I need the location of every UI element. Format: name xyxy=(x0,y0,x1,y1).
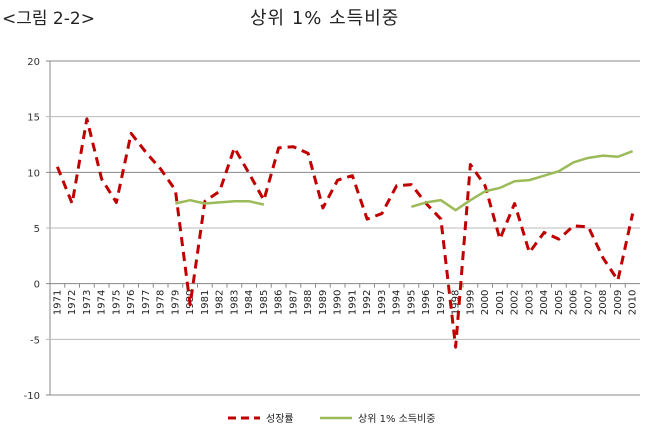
legend-label: 성장률 xyxy=(266,413,294,425)
y-tick-label: 10 xyxy=(27,168,40,179)
y-tick-label: 0 xyxy=(34,280,40,291)
x-tick-label: 1977 xyxy=(141,290,152,315)
x-tick-label: 1988 xyxy=(303,290,314,315)
x-tick-label: 2007 xyxy=(583,290,594,315)
chart-title: 상위 1% 소득비중 xyxy=(250,8,400,29)
x-tick-label: 1990 xyxy=(333,290,344,315)
y-tick-label: 20 xyxy=(27,57,40,68)
x-tick-label: 1982 xyxy=(215,290,226,315)
x-tick-label: 2010 xyxy=(628,290,639,315)
x-tick-label: 1979 xyxy=(170,290,181,315)
y-tick-label: -10 xyxy=(24,391,40,402)
x-tick-label: 1973 xyxy=(82,290,93,315)
y-tick-label: 5 xyxy=(34,224,40,235)
x-tick-label: 1989 xyxy=(318,290,329,315)
figure-label: <그림 2-2> xyxy=(2,9,95,29)
y-tick-label: 15 xyxy=(27,113,40,124)
series-line-growth-rate xyxy=(55,117,635,349)
x-tick-label: 1998 xyxy=(451,290,462,315)
x-tick-label: 1992 xyxy=(362,290,373,315)
series-line-top1-share xyxy=(175,150,634,212)
x-tick-label: 2006 xyxy=(569,290,580,315)
x-tick-label: 1978 xyxy=(156,290,167,315)
x-tick-label: 1976 xyxy=(126,290,137,315)
x-tick-label: 1974 xyxy=(97,290,108,315)
x-tick-label: 1993 xyxy=(377,290,388,315)
legend-label: 상위 1% 소득비중 xyxy=(358,412,435,425)
x-tick-label: 1986 xyxy=(274,290,285,315)
x-tick-label: 1991 xyxy=(347,290,358,315)
x-tick-label: 1983 xyxy=(229,290,240,315)
x-tick-label: 2008 xyxy=(598,290,609,315)
x-tick-label: 2001 xyxy=(495,290,506,315)
x-tick-label: 2002 xyxy=(510,290,521,315)
x-tick-label: 1972 xyxy=(67,290,78,315)
x-tick-label: 2003 xyxy=(524,290,535,315)
x-tick-label: 1994 xyxy=(392,290,403,315)
x-tick-label: 2009 xyxy=(613,290,624,315)
x-tick-label: 1997 xyxy=(436,290,447,315)
x-tick-label: 1996 xyxy=(421,290,432,315)
x-tick-label: 1985 xyxy=(259,290,270,315)
x-tick-label: 1975 xyxy=(111,290,122,315)
x-tick-label: 2004 xyxy=(539,290,550,315)
x-tick-label: 1971 xyxy=(52,290,63,315)
x-tick-label: 2000 xyxy=(480,290,491,315)
x-tick-label: 1999 xyxy=(465,290,476,315)
y-tick-label: -5 xyxy=(30,335,40,346)
x-tick-label: 1981 xyxy=(200,290,211,315)
x-tick-label: 1987 xyxy=(288,290,299,315)
x-tick-label: 1984 xyxy=(244,290,255,315)
x-tick-label: 2005 xyxy=(554,290,565,315)
x-tick-label: 1995 xyxy=(406,290,417,315)
